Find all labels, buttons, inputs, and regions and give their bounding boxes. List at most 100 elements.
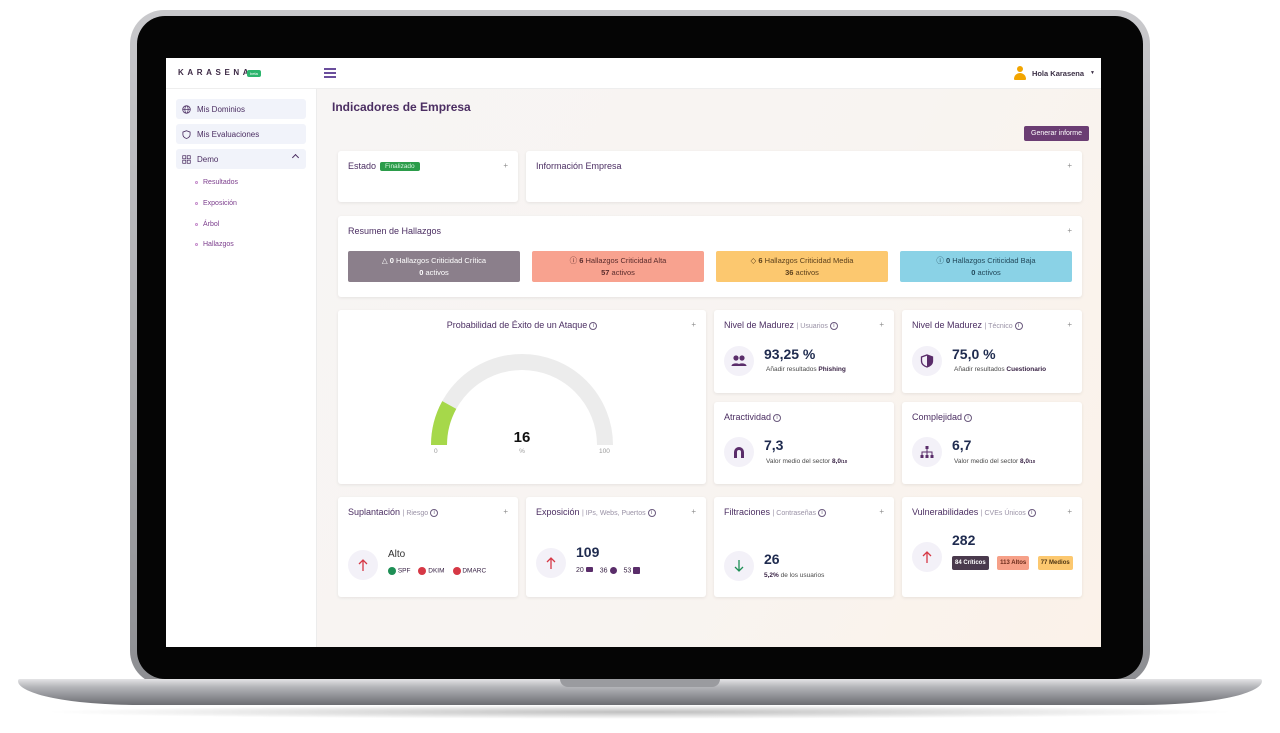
subitem-label: Exposición: [203, 200, 237, 207]
spf-check: SPF: [388, 567, 410, 575]
active-suffix: activos: [425, 268, 449, 277]
severity-baja-box[interactable]: ⓘ 0 Hallazgos Criticidad Baja 0 activos: [900, 251, 1072, 282]
sidebar-item-label: Demo: [197, 154, 219, 164]
severity-label: Hallazgos Criticidad Alta: [585, 256, 667, 265]
complejidad-note: Valor medio del sector 8,0/10: [954, 458, 1035, 465]
active-count: 36: [785, 268, 794, 277]
severity-alta-box[interactable]: ⓘ 6 Hallazgos Criticidad Alta 57 activos: [532, 251, 704, 282]
sidebar-subitem-arbol[interactable]: Árbol: [195, 221, 219, 228]
expand-icon[interactable]: +: [691, 320, 696, 329]
note-bold: 8,0: [832, 458, 842, 465]
estado-title: Estado: [348, 161, 377, 171]
check-label: SPF: [397, 567, 411, 575]
count: 53: [623, 567, 632, 575]
info-icon[interactable]: i: [964, 413, 973, 422]
info-icon[interactable]: i: [829, 321, 838, 330]
info-icon[interactable]: i: [430, 508, 439, 517]
expand-icon[interactable]: +: [1067, 161, 1072, 170]
port-icon: [633, 567, 641, 574]
exposicion-card: Exposición | IPs, Webs, Puertos i + 109 2…: [526, 497, 706, 597]
ip-count: 20: [576, 567, 593, 574]
info-icon[interactable]: i: [773, 413, 782, 422]
title-sub: | Riesgo: [402, 510, 429, 517]
probabilidad-title: Probabilidad de Éxito de un Ataque i: [338, 320, 706, 330]
status-dot-icon: [452, 567, 461, 575]
severity-critica-box[interactable]: △ 0 Hallazgos Criticidad Crítica 0 activ…: [348, 251, 520, 282]
complejidad-value: 6,7: [952, 437, 972, 453]
sidebar-subitem-hallazgos[interactable]: Hallazgos: [195, 241, 234, 248]
title-sub: | Técnico: [984, 323, 1013, 330]
card-title: Nivel de Madurez | Usuarios i: [724, 320, 838, 330]
suplantacion-card: Suplantación | Riesgo i + Alto SPF DKIM D…: [338, 497, 518, 597]
madurez-usuarios-note: Añadir resultados Phishing: [766, 366, 846, 373]
info-circle-icon: ⓘ: [569, 256, 578, 265]
expand-icon[interactable]: +: [1067, 226, 1072, 235]
info-icon[interactable]: i: [589, 321, 598, 330]
complejidad-card: Complejidad i 6,7 Valor medio del sector …: [902, 402, 1082, 484]
info-icon[interactable]: i: [1027, 508, 1036, 517]
sidebar-item-demo[interactable]: Demo: [176, 149, 306, 169]
severity-count: 6: [758, 256, 763, 265]
expand-icon[interactable]: +: [503, 507, 508, 516]
card-title: Información Empresa: [536, 161, 622, 171]
web-count: 36: [600, 567, 617, 574]
shield-icon: [182, 129, 191, 139]
sidebar-item-mis-dominios[interactable]: Mis Dominios: [176, 99, 306, 119]
tag-medios[interactable]: 77 Medios: [1037, 556, 1073, 570]
madurez-usuarios-card: Nivel de Madurez | Usuarios i + 93,25 % A…: [714, 310, 894, 393]
filtraciones-card: Filtraciones | Contraseñas i + 26 5,2% de…: [714, 497, 894, 597]
sidebar-item-label: Mis Evaluaciones: [197, 129, 260, 139]
grid-icon: [182, 154, 191, 164]
tag-altos[interactable]: 113 Altos: [997, 556, 1030, 570]
exposicion-breakdown: 20 36 53: [576, 567, 641, 575]
info-icon[interactable]: i: [647, 508, 656, 517]
active-suffix: activos: [611, 268, 635, 277]
dmarc-check: DMARC: [452, 567, 486, 575]
expand-icon[interactable]: +: [1067, 320, 1072, 329]
note-bold[interactable]: Cuestionario: [1006, 366, 1047, 373]
title-main: Atractividad: [724, 412, 772, 422]
active-count: 0: [971, 268, 976, 277]
title-main: Vulnerabilidades: [912, 507, 979, 517]
sidebar-subitem-resultados[interactable]: Resultados: [195, 179, 238, 186]
card-title: Atractividad i: [724, 412, 782, 422]
severity-count: 6: [579, 256, 584, 265]
madurez-tecnico-card: Nivel de Madurez | Técnico i + 75,0 % Aña…: [902, 310, 1082, 393]
chevron-down-icon: ▼: [1090, 70, 1095, 76]
note-bold[interactable]: Phishing: [818, 366, 846, 373]
atractividad-card: Atractividad i 7,3 Valor medio del sector…: [714, 402, 894, 484]
expand-icon[interactable]: +: [503, 161, 508, 170]
user-menu[interactable]: Hola Karasena ▼: [1013, 66, 1095, 80]
gauge-fill: [431, 401, 457, 446]
subitem-label: Árbol: [203, 221, 220, 228]
app-logo[interactable]: KARASENA: [178, 68, 253, 77]
note-small: /10: [841, 459, 848, 464]
note-text: Valor medio del sector: [954, 458, 1019, 465]
generate-report-button[interactable]: Generar informe: [1024, 126, 1089, 141]
expand-icon[interactable]: +: [691, 507, 696, 516]
vulnerabilidades-card: Vulnerabilidades | CVEs Únicos i + 282 84…: [902, 497, 1082, 597]
arrow-up-icon: [348, 550, 378, 580]
sidebar-item-mis-evaluaciones[interactable]: Mis Evaluaciones: [176, 124, 306, 144]
card-title: Suplantación | Riesgo i: [348, 507, 439, 517]
severity-count: 0: [389, 256, 394, 265]
severity-media-box[interactable]: ◇ 6 Hallazgos Criticidad Media 36 activo…: [716, 251, 888, 282]
filtraciones-value: 26: [764, 551, 780, 567]
info-icon[interactable]: i: [817, 508, 826, 517]
sidebar: Mis Dominios Mis Evaluaciones Demo Resul…: [166, 89, 317, 647]
tag-criticos[interactable]: 84 Críticos: [952, 556, 989, 570]
expand-icon[interactable]: +: [1067, 507, 1072, 516]
email-checks: SPF DKIM DMARC: [388, 567, 486, 575]
laptop-notch: [560, 679, 720, 687]
active-count: 57: [601, 268, 610, 277]
arrow-up-icon: [536, 548, 566, 578]
expand-icon[interactable]: +: [879, 507, 884, 516]
subitem-label: Hallazgos: [203, 241, 234, 248]
app-screen: KARASENA beta Hola Karasena ▼ Mis Domini…: [166, 58, 1101, 647]
expand-icon[interactable]: +: [879, 320, 884, 329]
sidebar-subitem-exposicion[interactable]: Exposición: [195, 200, 237, 207]
menu-toggle-icon[interactable]: [324, 68, 336, 78]
check-label: DKIM: [428, 567, 445, 575]
info-icon[interactable]: i: [1014, 321, 1023, 330]
hierarchy-icon: [912, 437, 942, 467]
